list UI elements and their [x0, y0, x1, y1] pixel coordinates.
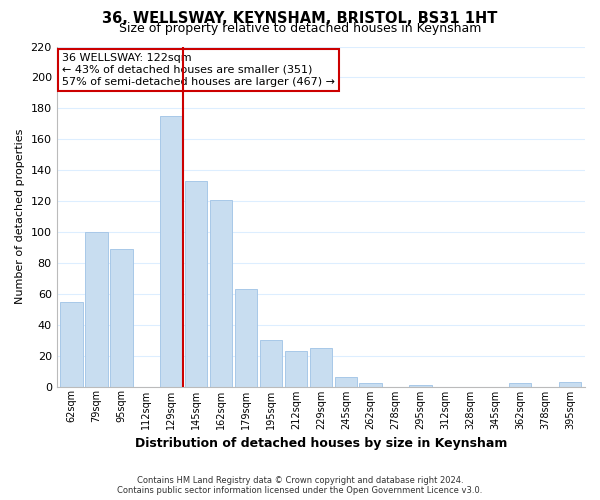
X-axis label: Distribution of detached houses by size in Keynsham: Distribution of detached houses by size …	[134, 437, 507, 450]
Bar	[210, 200, 232, 386]
Bar	[559, 382, 581, 386]
Bar	[284, 351, 307, 386]
Bar	[359, 384, 382, 386]
Text: 36, WELLSWAY, KEYNSHAM, BRISTOL, BS31 1HT: 36, WELLSWAY, KEYNSHAM, BRISTOL, BS31 1H…	[103, 11, 497, 26]
Text: 36 WELLSWAY: 122sqm
← 43% of detached houses are smaller (351)
57% of semi-detac: 36 WELLSWAY: 122sqm ← 43% of detached ho…	[62, 54, 335, 86]
Bar	[310, 348, 332, 387]
Bar	[235, 289, 257, 386]
Bar	[335, 377, 357, 386]
Text: Contains HM Land Registry data © Crown copyright and database right 2024.
Contai: Contains HM Land Registry data © Crown c…	[118, 476, 482, 495]
Bar	[85, 232, 108, 386]
Bar	[160, 116, 182, 386]
Bar	[509, 384, 532, 386]
Bar	[260, 340, 282, 386]
Bar	[110, 249, 133, 386]
Bar	[185, 181, 208, 386]
Text: Size of property relative to detached houses in Keynsham: Size of property relative to detached ho…	[119, 22, 481, 35]
Bar	[409, 385, 432, 386]
Y-axis label: Number of detached properties: Number of detached properties	[15, 129, 25, 304]
Bar	[61, 302, 83, 386]
